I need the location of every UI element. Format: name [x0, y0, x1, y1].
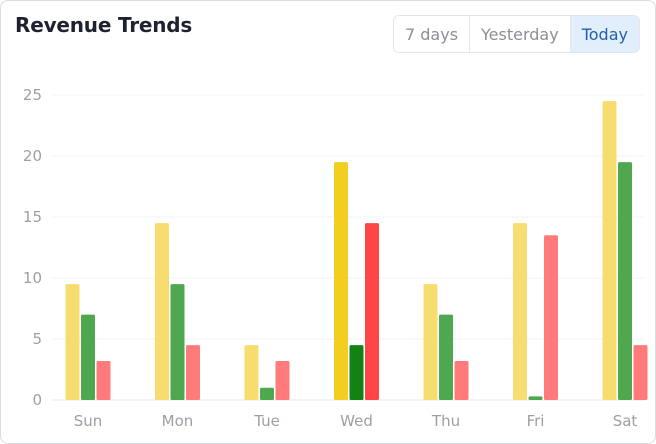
bar	[513, 223, 527, 400]
y-tick-label: 15	[23, 208, 42, 226]
bar	[349, 345, 364, 400]
x-tick-label: Wed	[340, 412, 373, 430]
y-tick-label: 25	[23, 86, 42, 104]
bar	[602, 101, 617, 400]
y-tick-label: 20	[23, 147, 42, 165]
bar	[186, 345, 200, 400]
y-tick-label: 5	[32, 330, 42, 348]
x-tick-label: Thu	[431, 412, 460, 430]
x-tick-label: Sat	[613, 412, 638, 430]
bar	[96, 360, 111, 400]
x-tick-label: Tue	[253, 412, 280, 430]
bar	[618, 162, 632, 400]
bar	[528, 396, 543, 400]
bar	[244, 345, 259, 400]
bar	[65, 284, 80, 400]
chart-title: Revenue Trends	[15, 13, 193, 37]
x-tick-label: Fri	[527, 412, 545, 430]
x-tick-label: Sun	[74, 412, 103, 430]
y-tick-label: 10	[23, 269, 42, 287]
tab-7-days[interactable]: 7 days	[394, 16, 471, 52]
x-tick-label: Mon	[162, 412, 194, 430]
tab-today[interactable]: Today	[570, 16, 639, 52]
bar	[544, 235, 558, 400]
bar	[155, 223, 169, 400]
period-tabs: 7 days Yesterday Today	[393, 15, 640, 53]
bar	[275, 360, 290, 400]
bar	[81, 314, 95, 400]
bar	[633, 345, 648, 400]
bar	[439, 314, 453, 400]
tab-yesterday[interactable]: Yesterday	[470, 16, 571, 52]
bar	[423, 284, 438, 400]
bar	[365, 223, 379, 400]
y-tick-label: 0	[32, 391, 42, 409]
bar	[454, 360, 469, 400]
bar	[334, 162, 348, 400]
bar	[170, 284, 185, 400]
bar	[260, 387, 274, 400]
